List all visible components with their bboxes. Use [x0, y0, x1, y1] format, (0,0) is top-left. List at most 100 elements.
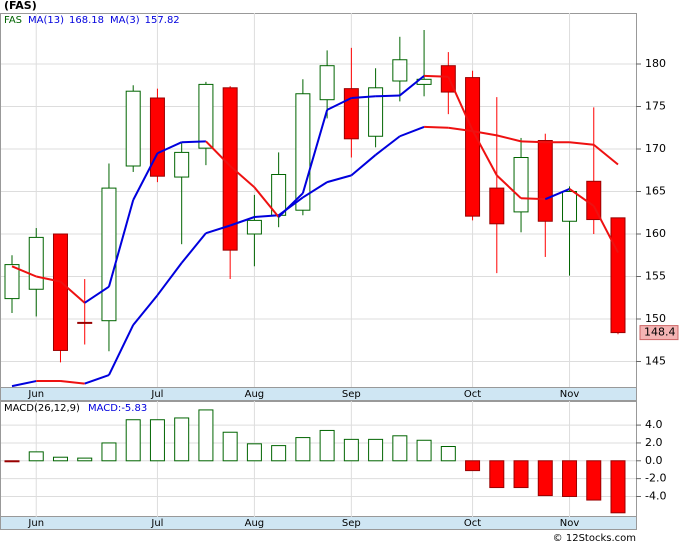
legend-entry: MACD:: [88, 403, 121, 414]
ma-line: [569, 141, 594, 146]
ma-line: [277, 192, 304, 218]
y-tick-label: 165: [645, 185, 666, 198]
ma-line: [326, 97, 352, 111]
candle-body: [125, 90, 141, 167]
bar: [513, 460, 529, 489]
ma-line: [229, 216, 255, 227]
x-tick-label: Oct: [464, 389, 481, 400]
candle-body: [77, 321, 93, 324]
ma-line: [351, 95, 376, 99]
candle-body: [271, 174, 287, 216]
bar: [586, 460, 602, 501]
candle-body: [465, 77, 481, 217]
ma-line: [156, 262, 183, 296]
bar: [174, 417, 190, 462]
bar: [440, 446, 456, 462]
candle-body: [562, 191, 578, 222]
bar: [52, 456, 68, 462]
bar: [343, 438, 359, 462]
ma-line: [36, 275, 61, 283]
x-axis-strip: [0, 516, 637, 530]
ma-line: [253, 186, 280, 218]
ma-line: [60, 380, 85, 385]
ma-line: [447, 76, 474, 131]
ma-line: [448, 126, 473, 133]
ma-line: [205, 224, 231, 235]
candle-body: [174, 151, 190, 178]
candle-body: [4, 264, 20, 300]
x-tick-label: Jun: [27, 389, 44, 400]
ma-line: [59, 280, 86, 304]
ma-line: [375, 94, 400, 98]
y-tick-label: 2.0: [645, 436, 663, 449]
ma-line: [399, 75, 425, 97]
ma-line: [301, 109, 329, 194]
candle-body: [368, 87, 384, 137]
ma-line: [521, 197, 546, 201]
bar: [562, 460, 578, 497]
candle-body: [537, 140, 553, 222]
legend: FAS MA(13) 168.18 MA(3) 157.82: [4, 15, 180, 26]
ma-line: [471, 129, 498, 176]
bar: [222, 431, 238, 462]
bar: [149, 419, 165, 462]
candle-body: [513, 157, 529, 213]
bar: [125, 419, 141, 462]
bar: [368, 438, 384, 462]
ma-line: [107, 199, 135, 287]
x-tick-label: Nov: [560, 389, 580, 400]
x-axis-strip: [0, 387, 637, 401]
ma-line: [205, 140, 231, 167]
x-tick-label: Aug: [245, 518, 265, 529]
x-tick-label: Jul: [150, 389, 163, 400]
bar: [101, 442, 117, 462]
ma-line: [496, 174, 522, 200]
ma-line: [180, 232, 207, 264]
bar: [489, 460, 505, 489]
ma-line: [496, 134, 522, 143]
y-tick-label: 145: [645, 355, 666, 368]
y-tick-label: 150: [645, 312, 666, 325]
candle-body: [392, 59, 408, 82]
candle-body: [343, 88, 359, 140]
y-tick-label: 160: [645, 227, 666, 240]
ma-line: [11, 265, 37, 278]
ma-line: [326, 174, 352, 184]
bar: [295, 437, 311, 462]
ma-line: [254, 214, 279, 218]
ma-line: [544, 188, 570, 201]
bar: [610, 460, 626, 514]
bar: [198, 409, 214, 462]
candle-body: [28, 236, 44, 290]
y-tick-label: 0.0: [645, 454, 663, 467]
chart-title: (FAS): [4, 0, 37, 12]
ma-line: [472, 130, 497, 137]
y-tick-label: 180: [645, 57, 666, 70]
legend-entry: MA(3): [110, 15, 140, 26]
bar: [28, 451, 44, 462]
y-tick-label: 175: [645, 100, 666, 113]
bar: [77, 457, 93, 462]
x-tick-label: Sep: [342, 389, 361, 400]
legend-name: MACD(26,12,9): [4, 403, 80, 414]
y-tick-label: 4.0: [645, 418, 663, 431]
y-tick-label: -2.0: [645, 472, 666, 485]
ma-line: [568, 188, 595, 207]
ma-line: [132, 152, 159, 201]
ma-line: [592, 205, 619, 253]
x-tick-label: Aug: [245, 389, 265, 400]
candle-body: [610, 217, 626, 334]
ma-line: [11, 380, 37, 388]
y-tick-label: -4.0: [645, 489, 666, 502]
candle-body: [149, 97, 165, 177]
ma-line: [350, 154, 377, 177]
x-tick-label: Sep: [342, 518, 361, 529]
y-tick-label: 155: [645, 270, 666, 283]
ma-line: [229, 165, 256, 189]
bar: [319, 429, 335, 462]
ma-line: [374, 135, 401, 156]
x-tick-label: Jul: [150, 518, 163, 529]
candle-body: [319, 65, 335, 101]
legend-name: FAS: [4, 15, 22, 26]
